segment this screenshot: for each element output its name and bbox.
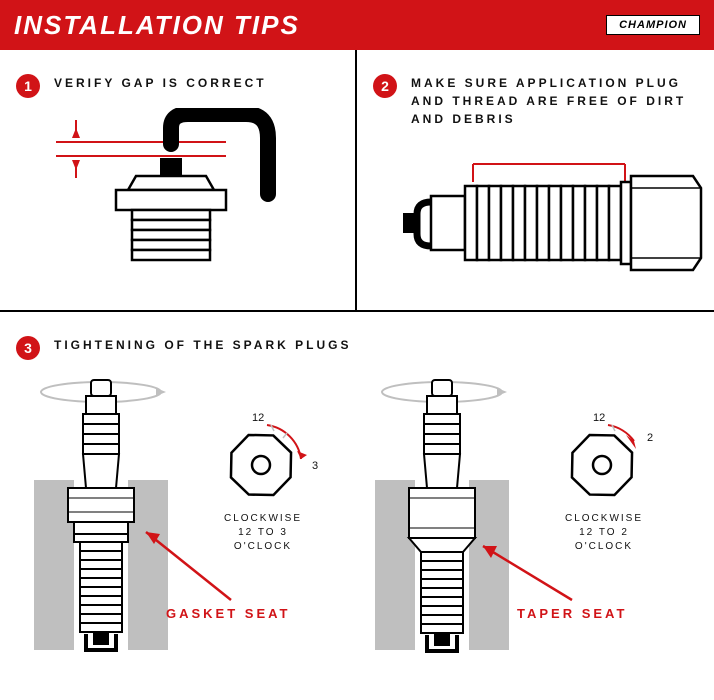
dial-caption-line2: 12 TO 2 O'CLOCK — [575, 527, 633, 552]
gasket-seat-figure — [16, 370, 366, 670]
dial-caption: CLOCKWISE 12 TO 3 O'CLOCK — [218, 512, 308, 554]
dial-12-label: 12 — [252, 412, 264, 424]
step-3-text: TIGHTENING OF THE SPARK PLUGS — [54, 336, 351, 354]
dial-caption-line2: 12 TO 3 O'CLOCK — [234, 527, 292, 552]
page-title: INSTALLATION TIPS — [14, 10, 300, 41]
brand-badge: CHAMPION — [606, 15, 700, 35]
hex-dial-icon — [219, 423, 307, 507]
dial-12-label: 12 — [593, 412, 605, 424]
taper-seat-column: 12 2 CLOCKWISE 12 TO 2 O'CLOCK TAPER SEA… — [357, 370, 698, 690]
dial-caption-line1: CLOCKWISE — [224, 513, 302, 524]
panel-step-2: 2 MAKE SURE APPLICATION PLUG AND THREAD … — [357, 50, 714, 310]
step-1-badge: 1 — [16, 74, 40, 98]
step-2-text: MAKE SURE APPLICATION PLUG AND THREAD AR… — [411, 74, 698, 128]
step-2-badge: 2 — [373, 74, 397, 98]
step-2-figure — [373, 138, 698, 308]
step-2-head: 2 MAKE SURE APPLICATION PLUG AND THREAD … — [373, 74, 698, 128]
step-1-text: VERIFY GAP IS CORRECT — [54, 74, 267, 92]
header-bar: INSTALLATION TIPS CHAMPION — [0, 0, 714, 50]
panel-step-1: 1 VERIFY GAP IS CORRECT — [0, 50, 357, 310]
step-1-head: 1 VERIFY GAP IS CORRECT — [16, 74, 339, 98]
taper-seat-label: TAPER SEAT — [517, 606, 627, 621]
dial-3-label: 3 — [312, 460, 318, 472]
gasket-seat-label: GASKET SEAT — [166, 606, 291, 621]
step-3-head: 3 TIGHTENING OF THE SPARK PLUGS — [16, 336, 698, 360]
spark-plug-gap-icon — [16, 108, 336, 278]
hex-dial-icon — [560, 423, 644, 507]
taper-seat-figure — [357, 370, 707, 670]
step-1-figure — [16, 108, 339, 278]
step-3-badge: 3 — [16, 336, 40, 360]
top-row: 1 VERIFY GAP IS CORRECT — [0, 50, 714, 312]
dial-2-label: 2 — [647, 432, 653, 444]
panel-step-3: 3 TIGHTENING OF THE SPARK PLUGS — [0, 312, 714, 690]
dial-caption-line1: CLOCKWISE — [565, 513, 643, 524]
dial-caption: CLOCKWISE 12 TO 2 O'CLOCK — [559, 512, 649, 554]
step-3-body: 12 3 CLOCKWISE 12 TO 3 O'CLOCK GASKET SE… — [16, 370, 698, 690]
spark-plug-thread-icon — [373, 138, 703, 298]
gasket-seat-column: 12 3 CLOCKWISE 12 TO 3 O'CLOCK GASKET SE… — [16, 370, 357, 690]
